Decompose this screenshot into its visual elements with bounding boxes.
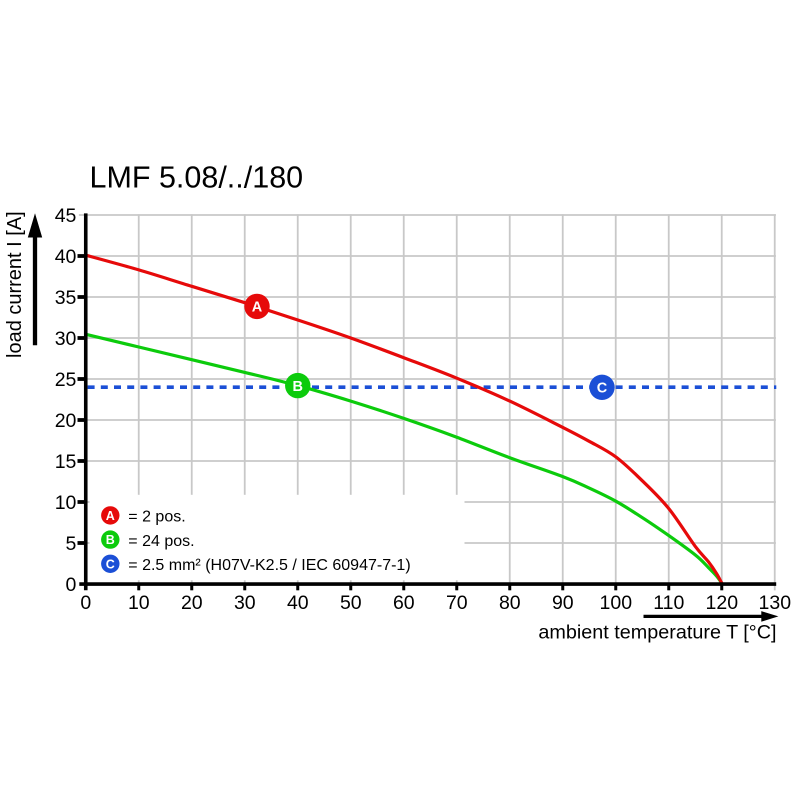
svg-text:10: 10 [128, 592, 150, 614]
svg-text:ambient temperature T [°C]: ambient temperature T [°C] [538, 622, 776, 644]
svg-text:40: 40 [55, 246, 77, 268]
svg-text:A: A [252, 300, 263, 316]
svg-text:load current I [A]: load current I [A] [4, 211, 26, 358]
svg-text:LMF 5.08/../180: LMF 5.08/../180 [90, 161, 304, 195]
svg-text:B: B [293, 379, 303, 395]
svg-text:70: 70 [446, 592, 468, 614]
svg-text:30: 30 [55, 328, 77, 350]
svg-text:0: 0 [80, 592, 91, 614]
svg-text:50: 50 [340, 592, 362, 614]
svg-text:= 24 pos.: = 24 pos. [128, 533, 194, 550]
svg-text:40: 40 [287, 592, 309, 614]
svg-text:= 2 pos.: = 2 pos. [128, 509, 185, 526]
svg-text:5: 5 [66, 533, 77, 555]
svg-text:10: 10 [55, 492, 77, 514]
svg-text:45: 45 [55, 205, 77, 227]
svg-text:130: 130 [759, 592, 792, 614]
svg-text:= 2.5 mm² (H07V-K2.5 / IEC 609: = 2.5 mm² (H07V-K2.5 / IEC 60947-7-1) [128, 557, 410, 574]
svg-text:110: 110 [653, 592, 684, 614]
svg-text:C: C [597, 381, 608, 397]
svg-text:20: 20 [181, 592, 203, 614]
svg-text:15: 15 [55, 451, 77, 473]
svg-text:20: 20 [55, 410, 77, 432]
svg-text:A: A [106, 509, 115, 523]
svg-text:35: 35 [55, 287, 77, 309]
svg-text:C: C [106, 557, 115, 571]
svg-text:90: 90 [552, 592, 574, 614]
svg-text:B: B [106, 533, 115, 547]
svg-text:120: 120 [706, 592, 739, 614]
svg-text:100: 100 [600, 592, 633, 614]
svg-text:80: 80 [499, 592, 521, 614]
svg-text:25: 25 [55, 369, 77, 391]
svg-text:30: 30 [234, 592, 256, 614]
svg-text:0: 0 [66, 574, 77, 596]
svg-text:60: 60 [393, 592, 415, 614]
